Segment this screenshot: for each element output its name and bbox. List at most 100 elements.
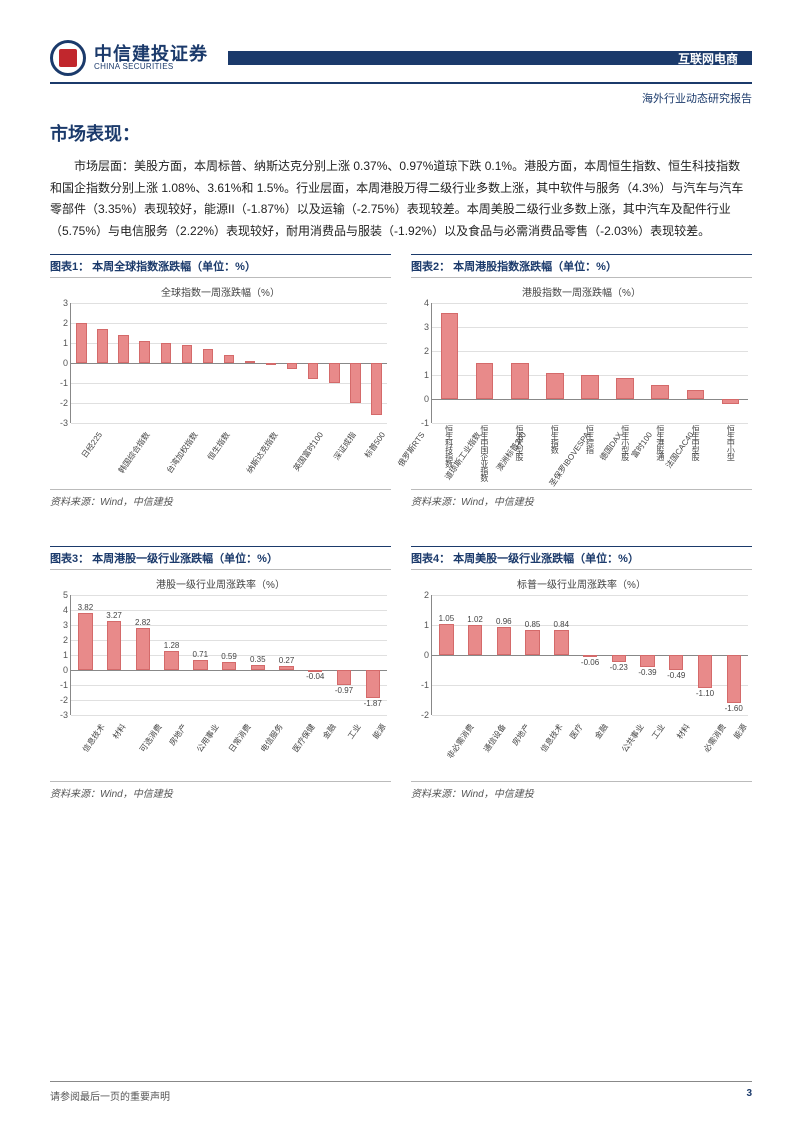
bar-value-label: 0.35	[250, 655, 266, 664]
bar-value-label: 1.02	[467, 615, 483, 624]
x-tick-label: 信息技术	[70, 717, 102, 728]
bar	[511, 363, 529, 399]
bar-value-label: 0.96	[496, 617, 512, 626]
y-tick-label: 0	[424, 650, 432, 660]
x-tick-label: 纳斯达克指数	[227, 425, 275, 436]
chart-subtitle: 标普一级行业周涨跌率（%）	[411, 576, 752, 591]
chart-plot: -3-2-10123	[70, 303, 387, 423]
x-tick-label: 房地产	[159, 717, 184, 728]
x-tick-label: 必需消费	[691, 717, 723, 728]
bar	[581, 375, 599, 399]
y-tick-label: 0	[63, 358, 71, 368]
bar	[203, 349, 214, 363]
bar-value-label: 2.82	[135, 618, 151, 627]
x-tick-label: 工业	[337, 717, 362, 728]
bar-value-label: 0.71	[193, 650, 209, 659]
chart-2: 图表2： 本周港股指数涨跌幅（单位：%）港股指数一周涨跌幅（%）-101234恒…	[411, 254, 752, 508]
y-tick-label: -1	[421, 680, 432, 690]
bar	[468, 625, 482, 656]
x-tick-label: 公共事业	[609, 717, 641, 728]
bar	[193, 660, 207, 671]
y-tick-label: -2	[60, 695, 71, 705]
y-tick-label: 1	[63, 650, 71, 660]
bar	[118, 335, 129, 363]
bar-value-label: 1.05	[439, 614, 455, 623]
x-tick-label: 恒生指数	[537, 425, 572, 455]
subheader: 海外行业动态研究报告	[50, 84, 752, 120]
y-tick-label: -1	[60, 378, 71, 388]
bar	[439, 624, 453, 656]
bar	[441, 313, 459, 399]
bar-value-label: 3.27	[106, 611, 122, 620]
y-tick-label: 5	[63, 590, 71, 600]
bar-value-label: -0.04	[306, 672, 324, 681]
bar-value-label: 1.28	[164, 641, 180, 650]
header-bar: 互联网电商	[228, 51, 752, 65]
header: 中信建投证券 CHINA SECURITIES 互联网电商	[50, 40, 752, 84]
bar	[308, 363, 319, 379]
bar	[669, 655, 683, 670]
x-tick-label: 恒生大型股	[501, 425, 536, 462]
x-tick-label: 能源	[362, 717, 387, 728]
bar	[139, 341, 150, 363]
x-tick-label: 通信设备	[471, 717, 503, 728]
bar	[329, 363, 340, 383]
chart-4: 图表4： 本周美股一级行业涨跌幅（单位：%）标普一级行业周涨跌率（%）-2-10…	[411, 546, 752, 800]
x-tick-label: 可选消费	[127, 717, 159, 728]
chart-plot: -2-10121.051.020.960.850.84-0.06-0.23-0.…	[431, 595, 748, 715]
bar-value-label: -0.23	[610, 663, 628, 672]
bar-value-label: -0.39	[638, 668, 656, 677]
bar	[640, 655, 654, 667]
chart-1: 图表1： 本周全球指数涨跌幅（单位：%）全球指数一周涨跌幅（%）-3-2-101…	[50, 254, 391, 508]
bar-value-label: 0.84	[554, 620, 570, 629]
bar	[554, 630, 568, 655]
bar-value-label: -0.06	[581, 658, 599, 667]
bar	[76, 323, 87, 363]
x-tick-label: 恒生港股通	[642, 425, 677, 462]
x-tick-label: 标普500	[353, 425, 382, 436]
y-tick-label: 3	[424, 322, 432, 332]
bar-value-label: -1.60	[725, 704, 743, 713]
y-tick-label: 2	[63, 635, 71, 645]
chart-plot: -101234	[431, 303, 748, 423]
x-tick-label: 信息技术	[528, 717, 560, 728]
x-tick-label: 恒生综指	[572, 425, 607, 455]
x-tick-label: 俄罗斯RTS	[382, 425, 422, 436]
bar	[287, 363, 298, 369]
y-tick-label: 1	[63, 338, 71, 348]
chart-3: 图表3： 本周港股一级行业涨跌幅（单位：%）港股一级行业周涨跌率（%）-3-2-…	[50, 546, 391, 800]
charts-row-2: 图表3： 本周港股一级行业涨跌幅（单位：%）港股一级行业周涨跌率（%）-3-2-…	[50, 546, 752, 800]
logo-text: 中信建投证券 CHINA SECURITIES	[94, 45, 208, 71]
page: 中信建投证券 CHINA SECURITIES 互联网电商 海外行业动态研究报告…	[0, 0, 802, 1133]
bar	[224, 355, 235, 363]
x-tick-label: 工业	[641, 717, 666, 728]
bar	[722, 399, 740, 404]
x-tick-label: 台湾加权指数	[147, 425, 195, 436]
y-tick-label: 3	[63, 298, 71, 308]
logo: 中信建投证券 CHINA SECURITIES	[50, 40, 208, 76]
x-tick-label: 非必需消费	[431, 717, 471, 728]
chart-subtitle: 港股一级行业周涨跌率（%）	[50, 576, 391, 591]
y-tick-label: 2	[424, 590, 432, 600]
x-tick-label: 英国富时100	[275, 425, 320, 436]
chart-title: 图表1： 本周全球指数涨跌幅（单位：%）	[50, 254, 391, 278]
page-number: 3	[746, 1088, 752, 1103]
bar	[583, 655, 597, 657]
x-tick-label: 韩国综合指数	[99, 425, 147, 436]
bar-value-label: 0.85	[525, 620, 541, 629]
bar	[698, 655, 712, 688]
bar	[279, 666, 293, 670]
bar	[687, 390, 705, 400]
bar	[78, 613, 92, 670]
x-tick-label: 材料	[102, 717, 127, 728]
chart-source: 资料来源：Wind，中信建投	[411, 781, 752, 800]
bar-value-label: -1.87	[364, 699, 382, 708]
bar-value-label: 3.82	[78, 603, 94, 612]
chart-source: 资料来源：Wind，中信建投	[50, 781, 391, 800]
chart-source: 资料来源：Wind，中信建投	[411, 489, 752, 508]
bar	[164, 651, 178, 670]
x-tick-label: 恒生中小型	[713, 425, 748, 462]
chart-title: 图表4： 本周美股一级行业涨跌幅（单位：%）	[411, 546, 752, 570]
bar	[546, 373, 564, 399]
bar	[350, 363, 361, 403]
